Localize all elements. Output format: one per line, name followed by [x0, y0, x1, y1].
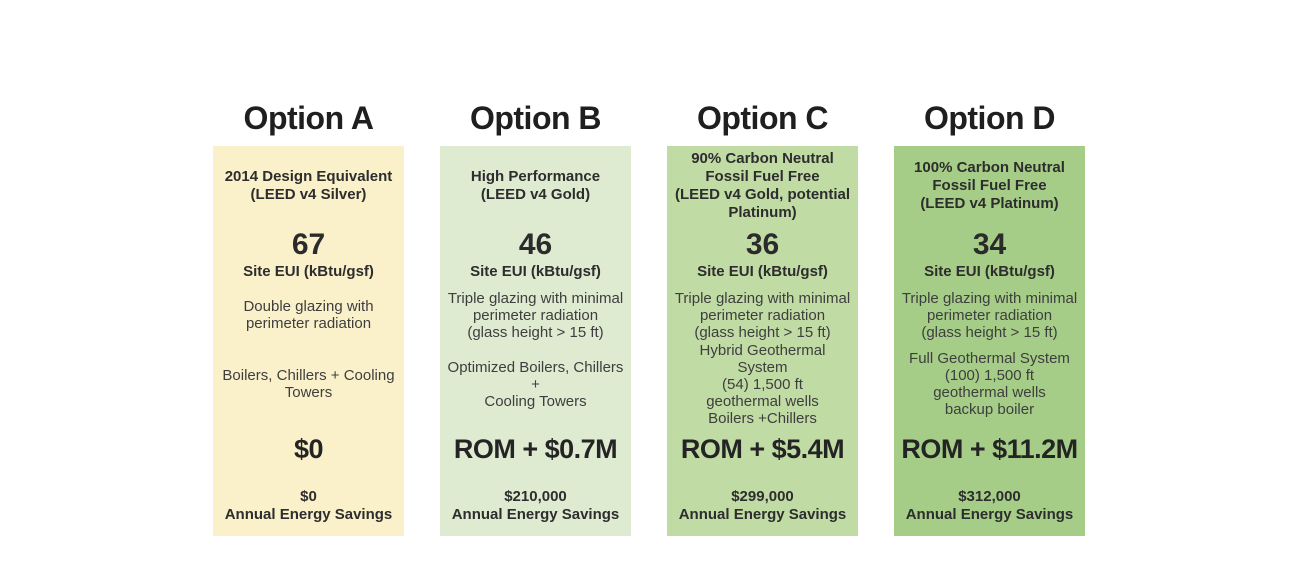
option-a-eui-value: 67 [291, 228, 326, 261]
option-b-glazing: Triple glazing with minimal perimeter ra… [447, 289, 624, 341]
options-row: Option A 2014 Design Equivalent (LEED v4… [213, 90, 1085, 536]
option-a-savings: $0 Annual Energy Savings [224, 488, 393, 523]
option-b-design-standard: High Performance (LEED v4 Gold) [470, 168, 601, 203]
option-a-mechanical: Boilers, Chillers + Cooling Towers [222, 367, 395, 401]
option-d-eui-label: Site EUI (kBtu/gsf) [924, 263, 1055, 280]
option-a-title: Option A [243, 99, 374, 136]
option-c-title: Option C [696, 99, 829, 136]
option-a-cost: $0 [293, 433, 324, 464]
option-d-savings: $312,000 Annual Energy Savings [905, 488, 1074, 523]
option-c-savings: $299,000 Annual Energy Savings [678, 488, 847, 523]
option-c-cost: ROM + $5.4M [680, 433, 845, 464]
option-b-title: Option B [469, 99, 602, 136]
option-d-title: Option D [923, 99, 1056, 136]
option-a-design-standard: 2014 Design Equivalent (LEED v4 Silver) [224, 168, 393, 203]
option-b-eui-value: 46 [518, 228, 553, 261]
option-c-card: 90% Carbon Neutral Fossil Fuel Free (LEE… [667, 146, 858, 536]
option-c-glazing: Triple glazing with minimal perimeter ra… [674, 289, 851, 341]
option-d-mechanical: Full Geothermal System (100) 1,500 ft ge… [909, 350, 1070, 418]
option-d-eui-block: 34 Site EUI (kBtu/gsf) [900, 226, 1079, 284]
option-b-column: Option B High Performance (LEED v4 Gold)… [440, 90, 631, 536]
option-c-eui-value: 36 [745, 228, 780, 261]
option-d-cost: ROM + $11.2M [901, 433, 1078, 464]
option-b-savings: $210,000 Annual Energy Savings [451, 488, 620, 523]
option-d-glazing: Triple glazing with minimal perimeter ra… [901, 289, 1078, 341]
option-b-cost: ROM + $0.7M [453, 433, 618, 464]
option-d-design-standard: 100% Carbon Neutral Fossil Fuel Free (LE… [914, 159, 1065, 212]
option-b-eui-label: Site EUI (kBtu/gsf) [470, 263, 601, 280]
option-c-design-standard: 90% Carbon Neutral Fossil Fuel Free (LEE… [674, 150, 850, 221]
option-c-column: Option C 90% Carbon Neutral Fossil Fuel … [667, 90, 858, 536]
option-d-eui-value: 34 [972, 228, 1007, 261]
option-d-card: 100% Carbon Neutral Fossil Fuel Free (LE… [894, 146, 1085, 536]
option-a-card: 2014 Design Equivalent (LEED v4 Silver) … [213, 146, 404, 536]
option-a-eui-block: 67 Site EUI (kBtu/gsf) [219, 226, 398, 284]
option-d-column: Option D 100% Carbon Neutral Fossil Fuel… [894, 90, 1085, 536]
option-a-column: Option A 2014 Design Equivalent (LEED v4… [213, 90, 404, 536]
option-a-eui-label: Site EUI (kBtu/gsf) [243, 263, 374, 280]
option-c-mechanical: Hybrid Geothermal System (54) 1,500 ft g… [699, 341, 826, 427]
option-c-eui-label: Site EUI (kBtu/gsf) [697, 263, 828, 280]
option-a-glazing: Double glazing with perimeter radiation [243, 298, 374, 332]
option-b-card: High Performance (LEED v4 Gold) 46 Site … [440, 146, 631, 536]
option-b-eui-block: 46 Site EUI (kBtu/gsf) [446, 226, 625, 284]
option-c-eui-block: 36 Site EUI (kBtu/gsf) [673, 226, 852, 284]
option-b-mechanical: Optimized Boilers, Chillers + Cooling To… [447, 358, 624, 410]
